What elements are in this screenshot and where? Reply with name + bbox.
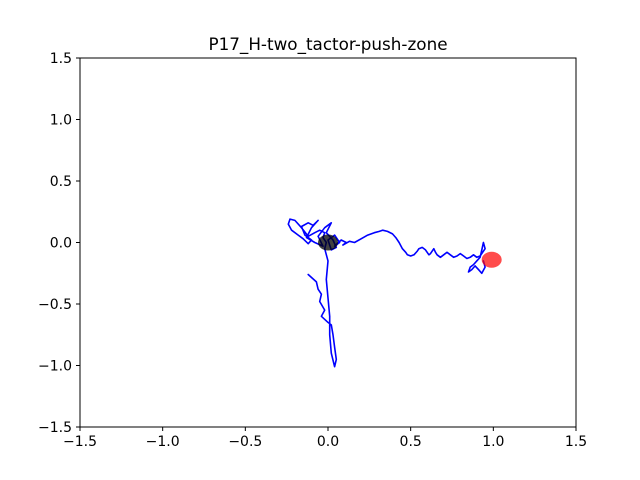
y-tick-label: −1.0 — [38, 359, 72, 375]
x-tick-label: −1.5 — [63, 434, 97, 450]
x-tick-label: 1.5 — [565, 434, 587, 450]
y-tick-label: 0.5 — [50, 174, 72, 190]
x-tick-label: 0.5 — [400, 434, 422, 450]
start-marker — [318, 234, 338, 251]
y-tick-label: 0.0 — [50, 236, 72, 252]
series-layer — [287, 218, 486, 368]
x-tick-label: −0.5 — [228, 434, 262, 450]
y-tick-label: −0.5 — [38, 297, 72, 313]
chart-title: P17_H-two_tactor-push-zone — [208, 34, 447, 55]
target-marker — [481, 251, 502, 268]
x-tick-label: −1.0 — [146, 434, 180, 450]
y-axis: −1.5 −1.0 −0.5 0.0 0.5 1.0 1.5 — [38, 51, 80, 436]
marker-layer — [318, 234, 502, 268]
y-tick-label: −1.5 — [38, 420, 72, 436]
x-tick-label: 0.0 — [317, 434, 339, 450]
y-tick-label: 1.0 — [50, 113, 72, 129]
x-axis: −1.5 −1.0 −0.5 0.0 0.5 1.0 1.5 — [63, 427, 587, 450]
x-tick-label: 1.0 — [482, 434, 504, 450]
y-tick-label: 1.5 — [50, 51, 72, 67]
plot-area — [287, 218, 502, 368]
trajectory-line-0 — [287, 218, 486, 368]
